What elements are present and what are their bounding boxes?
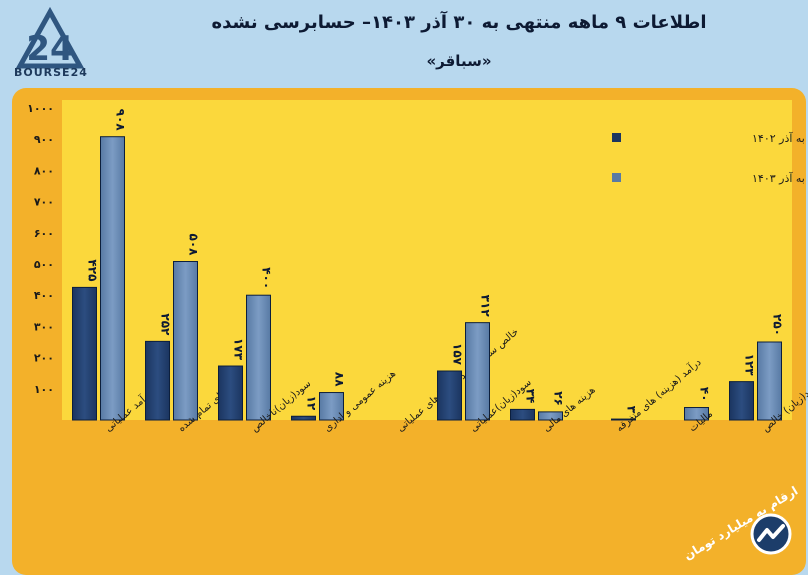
y-tick-label: ۷۰۰ <box>34 196 54 209</box>
data-label: ۱۲ <box>305 396 319 411</box>
y-tick-label: ۱۰۰۰ <box>27 102 54 115</box>
logo-text: BOURSE24 <box>14 66 88 79</box>
bar-1403 <box>611 418 636 421</box>
bar-1402 <box>437 370 462 421</box>
data-label: ۱۲۳ <box>743 354 757 377</box>
y-tick-label: ۱۰۰ <box>34 383 54 396</box>
logo-glyph: 24 <box>26 29 73 69</box>
data-label: ۵۰۸ <box>187 234 201 257</box>
bar-1402 <box>291 415 316 421</box>
bar-1402 <box>729 381 754 421</box>
data-label: ۲۵۰ <box>771 314 785 336</box>
y-tick-label: ۴۰۰ <box>34 289 54 302</box>
data-label: ۹۰۸ <box>114 109 128 132</box>
y-tick-label: ۳۰۰ <box>34 320 54 333</box>
data-label: ۲۵۲ <box>159 313 173 336</box>
legend-label-1403: عملکرد منتهی به آذر ۱۴۰۳ <box>752 171 808 185</box>
data-label: ۴۰۰ <box>260 267 274 289</box>
y-tick-label: ۸۰۰ <box>34 164 54 177</box>
data-label: ۱۷۳ <box>232 338 246 361</box>
legend-swatch-1402 <box>612 133 621 142</box>
legend-swatch-1403 <box>612 173 621 182</box>
data-label: ۲۶ <box>552 391 566 406</box>
page-title: اطلاعات ۹ ماهه منتهی به ۳۰ آذر ۱۴۰۳– حسا… <box>211 12 707 33</box>
bar-1403 <box>538 411 563 421</box>
bar-1403 <box>173 261 198 421</box>
data-label: ۴۲۵ <box>86 259 100 281</box>
bourse24-logo: 24 <box>10 4 100 84</box>
bar-1402 <box>72 286 97 421</box>
page-subtitle: «سباقر» <box>426 52 492 70</box>
data-label: ۱۵۷ <box>451 343 465 366</box>
bar-1403 <box>100 136 125 421</box>
legend-label-1402: عملکرد منتهی به آذر ۱۴۰۲ <box>752 131 808 145</box>
bar-1402 <box>145 340 170 421</box>
y-tick-label: ۹۰۰ <box>34 133 54 146</box>
y-tick-label: ۲۰۰ <box>34 352 54 365</box>
y-tick-label: ۵۰۰ <box>34 258 54 271</box>
bar-1403 <box>684 407 709 421</box>
brand-chart-icon <box>750 513 792 555</box>
data-label: ۳۱۲ <box>479 295 493 318</box>
bar-1402 <box>510 408 535 421</box>
y-tick-label: ۶۰۰ <box>34 227 54 240</box>
data-label: ۸۸ <box>333 372 347 387</box>
bar-1402 <box>218 365 243 421</box>
bar-1403 <box>757 341 782 421</box>
data-label: ۳ <box>625 406 639 414</box>
bar-1403 <box>465 322 490 421</box>
bar-1403 <box>246 294 271 421</box>
data-label: ۳۴ <box>524 389 538 404</box>
data-label: ۴۰ <box>698 387 712 402</box>
bar-1403 <box>319 392 344 421</box>
